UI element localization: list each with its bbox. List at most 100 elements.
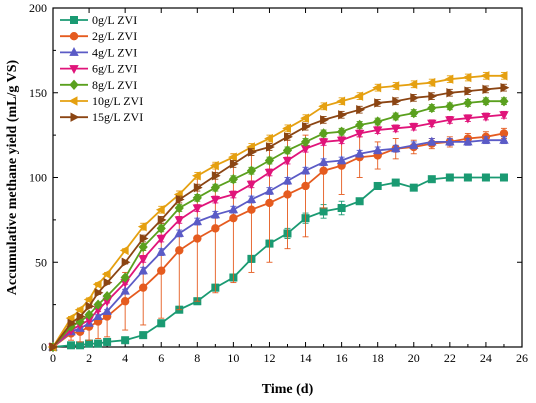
data-point <box>336 96 346 106</box>
series-3 <box>48 110 509 353</box>
data-point <box>320 115 329 125</box>
series-line <box>52 132 505 348</box>
x-tick-label: 0 <box>50 351 56 365</box>
series-layer <box>47 71 510 353</box>
data-point <box>228 190 239 200</box>
x-tick-label: 16 <box>336 351 348 365</box>
data-point <box>318 101 328 112</box>
data-point <box>264 185 275 195</box>
data-point <box>282 175 293 185</box>
data-point <box>210 196 221 205</box>
data-point <box>228 174 238 185</box>
data-point <box>481 173 490 182</box>
data-point <box>427 175 436 184</box>
data-point <box>264 133 273 144</box>
data-point <box>336 136 347 146</box>
data-point <box>354 91 364 101</box>
legend-label: 10g/L ZVI <box>92 94 143 108</box>
data-point <box>318 156 329 166</box>
data-point <box>445 136 455 146</box>
data-point <box>481 112 491 122</box>
data-point <box>228 152 237 162</box>
y-tick-label: 200 <box>29 1 47 15</box>
data-point <box>372 126 383 136</box>
data-point <box>463 136 473 146</box>
x-tick-label: 14 <box>300 351 312 365</box>
data-point <box>156 235 166 244</box>
data-point <box>93 311 103 320</box>
data-point <box>138 265 148 275</box>
data-point <box>49 342 59 352</box>
data-point <box>101 269 111 279</box>
series-line <box>52 100 504 348</box>
data-point <box>319 207 328 216</box>
data-point <box>409 139 419 149</box>
data-point <box>318 128 329 139</box>
data-point <box>119 245 129 256</box>
legend-marker <box>70 15 79 24</box>
legend-marker <box>69 47 79 56</box>
data-point <box>193 234 202 243</box>
data-point <box>355 119 365 131</box>
data-point <box>247 147 257 157</box>
data-point <box>427 102 437 114</box>
data-point <box>265 142 275 152</box>
data-point <box>390 81 400 91</box>
data-point <box>391 111 401 122</box>
data-point <box>374 98 384 108</box>
x-axis-label: Time (d) <box>262 382 314 397</box>
data-point <box>264 168 275 178</box>
data-point <box>264 155 275 166</box>
data-point <box>462 72 472 83</box>
data-point <box>210 209 221 219</box>
legend-marker <box>70 112 80 122</box>
data-point <box>480 71 490 81</box>
data-point <box>354 129 365 139</box>
legend-label: 6g/L ZVI <box>92 62 137 76</box>
data-point <box>427 119 437 129</box>
data-point <box>229 159 239 169</box>
data-point <box>175 194 185 205</box>
data-point <box>246 165 257 176</box>
legend-label: 2g/L ZVI <box>92 29 137 43</box>
data-point <box>391 178 400 187</box>
legend: 0g/L ZVI 2g/L ZVI 4g/L ZVI 6g/L ZVI 8g/L ZVI… <box>60 13 143 124</box>
data-point <box>481 134 491 144</box>
data-point <box>283 132 293 142</box>
data-point <box>482 84 492 95</box>
series-4 <box>48 96 509 353</box>
data-point <box>463 114 473 124</box>
data-point <box>157 215 167 225</box>
data-point <box>356 105 365 115</box>
data-point <box>157 319 166 328</box>
x-tick-label: 20 <box>408 351 420 365</box>
data-point <box>373 116 383 127</box>
data-point <box>499 111 509 121</box>
data-point <box>282 157 293 166</box>
data-point <box>137 221 147 232</box>
data-point <box>139 233 149 244</box>
data-point <box>192 204 203 214</box>
data-point <box>121 257 131 267</box>
series-line <box>52 113 505 348</box>
data-point <box>211 224 220 233</box>
data-point <box>318 138 329 148</box>
data-point <box>229 213 238 223</box>
x-tick-label: 22 <box>444 351 456 365</box>
data-point <box>409 107 419 119</box>
data-point <box>498 71 508 81</box>
data-point <box>446 88 456 98</box>
data-point <box>337 204 346 213</box>
legend-label: 0g/L ZVI <box>92 13 137 27</box>
data-point <box>103 337 112 346</box>
data-point <box>408 79 418 89</box>
x-tick-label: 4 <box>122 351 128 365</box>
data-point <box>94 288 104 298</box>
data-point <box>155 205 165 215</box>
data-point <box>372 82 382 93</box>
data-point <box>464 86 474 96</box>
legend-label: 4g/L ZVI <box>92 45 137 59</box>
data-point <box>76 341 85 350</box>
data-point <box>191 171 201 181</box>
